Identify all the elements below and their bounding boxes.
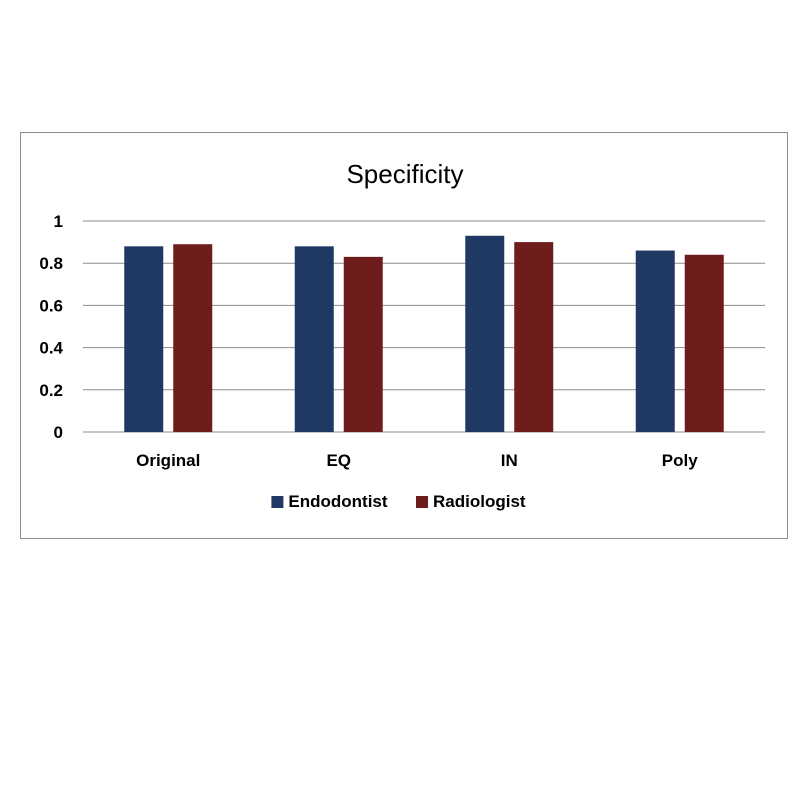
bar-endodontist-eq	[294, 246, 334, 432]
bar-radiologist-original	[173, 244, 213, 432]
y-tick-label: 1	[54, 212, 63, 231]
legend: Endodontist Radiologist	[271, 492, 526, 511]
y-tick-label: 0.4	[39, 339, 63, 358]
y-tick-label: 0.8	[39, 254, 63, 273]
x-tick-label: EQ	[326, 451, 351, 470]
legend-label-endodontist: Endodontist	[288, 492, 387, 511]
legend-label-radiologist: Radiologist	[433, 492, 526, 511]
y-tick-label: 0.2	[39, 381, 63, 400]
bar-endodontist-original	[124, 246, 164, 432]
x-tick-label: Poly	[662, 451, 698, 470]
bar-chart: Specificity 0 0.2 0.4 0.6 0.8 1 Original EQ IN P…	[39, 159, 765, 511]
x-tick-label: IN	[501, 451, 518, 470]
bar-radiologist-poly	[684, 254, 724, 432]
legend-swatch-endodontist	[271, 496, 284, 508]
x-tick-label: Original	[136, 451, 200, 470]
chart-frame: Specificity 0 0.2 0.4 0.6 0.8 1 Original EQ IN P…	[20, 132, 788, 539]
bar-radiologist-eq	[343, 256, 383, 432]
x-axis-ticks: Original EQ IN Poly	[136, 451, 698, 470]
y-axis-ticks: 0 0.2 0.4 0.6 0.8 1	[39, 212, 63, 442]
y-tick-label: 0	[54, 423, 63, 442]
bar-endodontist-in	[465, 235, 505, 432]
chart-title: Specificity	[346, 159, 463, 189]
bars	[124, 235, 724, 432]
y-tick-label: 0.6	[39, 296, 63, 315]
legend-swatch-radiologist	[416, 496, 428, 508]
bar-radiologist-in	[514, 242, 554, 432]
bar-endodontist-poly	[635, 250, 675, 432]
